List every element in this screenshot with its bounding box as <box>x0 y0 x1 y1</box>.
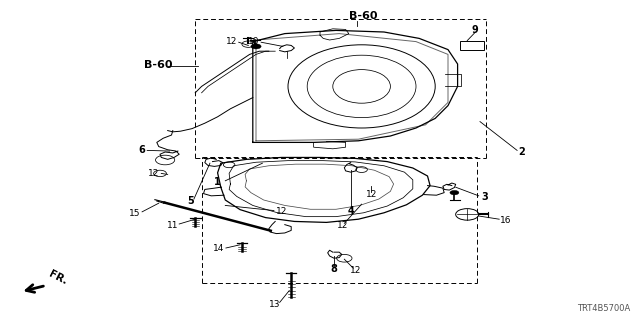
Text: 12: 12 <box>276 207 287 216</box>
Text: 13: 13 <box>269 300 281 309</box>
Text: 2: 2 <box>518 147 525 157</box>
Text: B-60: B-60 <box>349 11 378 21</box>
Text: 11: 11 <box>167 221 179 230</box>
Text: 9: 9 <box>472 25 478 36</box>
Circle shape <box>450 190 459 195</box>
Text: 4: 4 <box>348 205 354 216</box>
Bar <box>460 41 484 50</box>
Text: 8: 8 <box>331 264 337 274</box>
Text: 12: 12 <box>226 37 237 46</box>
Text: 12: 12 <box>337 221 348 230</box>
Circle shape <box>251 44 261 49</box>
Text: 14: 14 <box>213 244 225 253</box>
Text: 5: 5 <box>188 196 194 206</box>
Text: TRT4B5700A: TRT4B5700A <box>577 304 630 313</box>
Text: 16: 16 <box>500 216 511 225</box>
Text: 12: 12 <box>148 169 159 178</box>
Text: 15: 15 <box>129 209 140 218</box>
Text: B-60: B-60 <box>144 60 173 70</box>
Text: 12: 12 <box>350 266 362 275</box>
Text: 6: 6 <box>139 145 145 156</box>
Text: 10: 10 <box>248 37 260 46</box>
Text: 3: 3 <box>482 192 488 203</box>
Text: 1: 1 <box>214 177 221 188</box>
Text: FR.: FR. <box>47 268 69 286</box>
Text: 12: 12 <box>365 190 377 199</box>
